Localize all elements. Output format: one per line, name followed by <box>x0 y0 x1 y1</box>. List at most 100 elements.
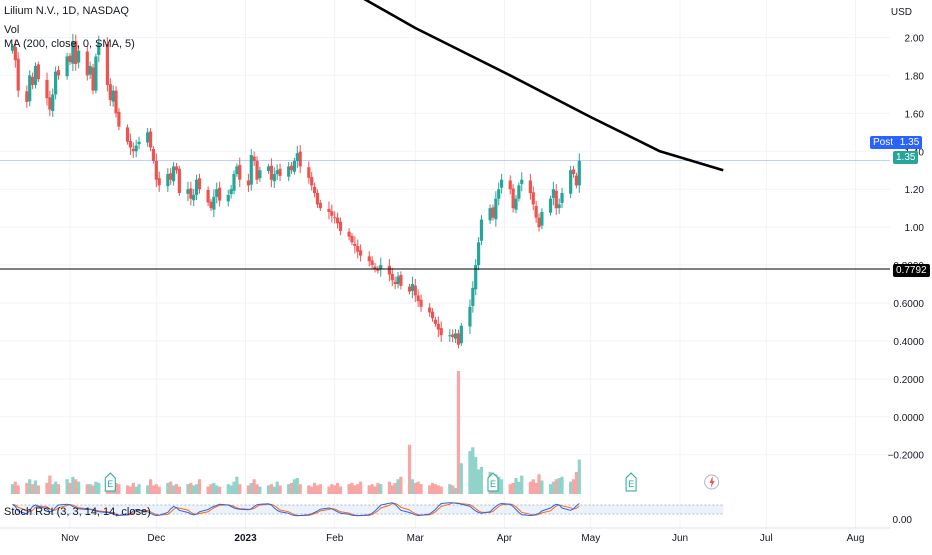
candle-body <box>500 179 504 188</box>
volume-bar <box>537 474 541 494</box>
candle-body <box>390 273 394 281</box>
candle-body <box>548 198 553 213</box>
ma-legend[interactable]: MA (200, close, 0, SMA, 5) <box>4 38 135 50</box>
candle-body <box>327 208 331 212</box>
volume-bar <box>534 482 538 494</box>
candle-body <box>494 198 498 220</box>
volume-bar <box>497 476 501 494</box>
volume-bar <box>289 482 294 494</box>
candle-body <box>232 174 236 191</box>
volume-bar <box>71 476 75 494</box>
volume-bar <box>171 485 176 494</box>
volume-bar <box>10 484 15 494</box>
volume-bar <box>500 479 504 494</box>
candle-body <box>353 243 357 247</box>
candle-body <box>28 75 32 102</box>
candle-body <box>125 127 130 142</box>
candle-body <box>94 56 98 91</box>
candle-body <box>396 276 400 285</box>
candle-body <box>571 169 576 175</box>
candle-body <box>252 156 256 161</box>
volume-bar <box>312 482 317 494</box>
volume-bar <box>370 484 374 494</box>
volume-bar <box>471 447 475 494</box>
currency-label: USD <box>891 7 912 18</box>
volume-bar <box>125 485 130 494</box>
volume-bar <box>379 484 383 494</box>
volume-bar <box>28 479 32 494</box>
volume-bar <box>278 485 282 494</box>
candle-body <box>451 334 455 338</box>
symbol-title[interactable]: Lilium N.V., 1D, NASDAQ <box>4 5 129 17</box>
candle-body <box>13 46 17 61</box>
volume-bar <box>456 371 461 494</box>
time-tick-label: 2023 <box>234 533 257 544</box>
volume-bar <box>514 478 518 494</box>
volume-bar <box>246 485 250 494</box>
time-tick-label: May <box>581 533 600 544</box>
candle-body <box>468 306 472 327</box>
time-tick-label: Mar <box>407 533 425 544</box>
volume-bar <box>186 484 190 494</box>
stoch-k-line <box>12 502 580 517</box>
candle-body <box>74 41 78 65</box>
candle-body <box>356 246 360 252</box>
volume-bar <box>16 485 20 494</box>
price-tick-label: 1.60 <box>905 109 925 120</box>
volume-bar <box>396 479 400 494</box>
candle-body <box>540 211 544 226</box>
stoch-rsi-legend[interactable]: Stoch RSI (3, 3, 14, 14, close) <box>4 506 151 518</box>
time-tick-label: Jul <box>760 533 773 544</box>
volume-bar <box>448 484 452 494</box>
stoch-rsi-pane <box>12 502 724 517</box>
candle-body <box>407 286 412 292</box>
candle-body <box>474 265 478 290</box>
candle-body <box>269 165 274 180</box>
candle-body <box>206 189 210 203</box>
volume-bar <box>335 482 340 494</box>
candle-body <box>146 132 150 143</box>
volume-bar <box>74 479 78 494</box>
earnings-badge <box>625 472 637 492</box>
candle-body <box>560 193 564 203</box>
volume-bar <box>218 486 222 494</box>
candle-body <box>169 173 173 180</box>
earnings-letter: E <box>490 479 496 489</box>
volume-bar <box>117 484 121 494</box>
candle-body <box>249 155 253 185</box>
candle-body <box>246 180 250 186</box>
stoch-axis-label: 0.00 <box>893 515 913 526</box>
candle-body <box>453 333 458 339</box>
volume-bar <box>295 478 299 494</box>
candle-body <box>36 64 40 80</box>
volume-bar <box>373 486 377 494</box>
volume-bar <box>97 482 101 494</box>
volume-bar <box>393 482 397 494</box>
volume-bar <box>571 479 576 494</box>
candle-body <box>195 179 199 195</box>
candle-body <box>379 265 383 270</box>
candle-body <box>68 55 72 63</box>
volume-bar <box>13 481 17 494</box>
candle-body <box>287 166 291 177</box>
volume-bar <box>347 484 351 494</box>
candle-body <box>514 198 518 210</box>
time-tick-label: Dec <box>147 533 165 544</box>
candle-body <box>171 166 176 182</box>
candle-body <box>154 160 158 180</box>
candle-body <box>258 170 262 179</box>
candle-body <box>25 91 29 102</box>
volume-legend[interactable]: Vol <box>4 24 20 36</box>
volume-bar <box>275 481 279 494</box>
price-tick-label: 2.00 <box>905 33 925 44</box>
candle-body <box>192 194 196 201</box>
candle-body <box>255 160 259 180</box>
volume-bar <box>376 482 380 494</box>
volume-bar <box>114 482 118 494</box>
ma-200-line <box>363 0 724 172</box>
volume-bar <box>479 466 484 494</box>
volume-bar <box>272 486 276 494</box>
